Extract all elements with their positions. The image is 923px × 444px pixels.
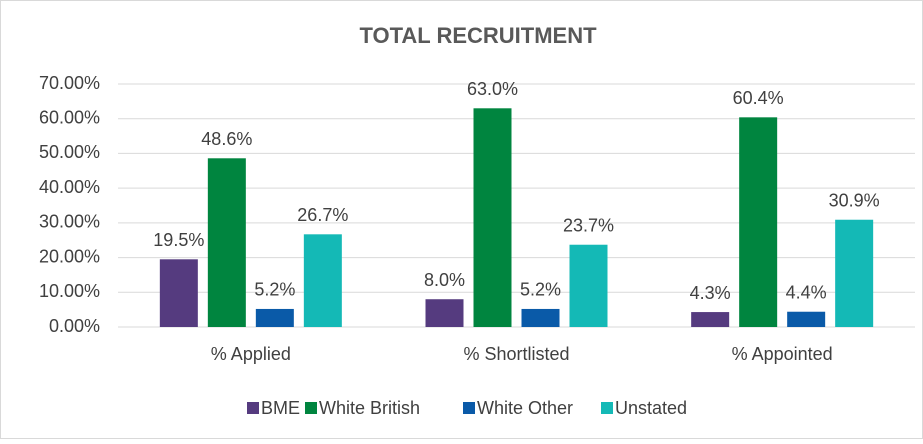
x-tick-label: % Shortlisted: [463, 344, 569, 364]
data-label: 63.0%: [467, 79, 518, 99]
data-label: 4.4%: [786, 282, 827, 302]
bar: [787, 311, 826, 327]
bar: [691, 312, 730, 327]
data-label: 5.2%: [254, 280, 295, 300]
legend-swatch: [463, 402, 475, 414]
legend-label: White Other: [477, 398, 573, 418]
bar: [739, 117, 778, 327]
bar: [303, 234, 342, 327]
bar: [473, 108, 512, 327]
legend-swatch: [601, 402, 613, 414]
bar: [425, 299, 464, 327]
legend-label: Unstated: [615, 398, 687, 418]
legend-label: BME: [261, 398, 300, 418]
data-label: 48.6%: [201, 129, 252, 149]
y-tick-label: 20.00%: [39, 246, 100, 266]
data-label: 23.7%: [563, 215, 614, 235]
legend-swatch: [247, 402, 259, 414]
bar: [159, 259, 198, 327]
x-tick-label: % Applied: [211, 344, 291, 364]
y-tick-label: 50.00%: [39, 142, 100, 162]
x-tick-label: % Appointed: [732, 344, 833, 364]
bar: [835, 219, 874, 327]
bar: [521, 308, 560, 327]
y-tick-label: 30.00%: [39, 212, 100, 232]
bar: [207, 158, 246, 327]
y-tick-label: 10.00%: [39, 281, 100, 301]
data-label: 5.2%: [520, 280, 561, 300]
data-label: 8.0%: [424, 270, 465, 290]
y-tick-label: 60.00%: [39, 107, 100, 127]
data-label: 30.9%: [829, 190, 880, 210]
data-label: 19.5%: [153, 230, 204, 250]
data-label: 60.4%: [733, 88, 784, 108]
bar: [569, 244, 608, 327]
y-tick-label: 0.00%: [49, 316, 100, 336]
data-label: 4.3%: [690, 283, 731, 303]
y-tick-label: 40.00%: [39, 177, 100, 197]
data-label: 26.7%: [297, 205, 348, 225]
legend-label: White British: [319, 398, 420, 418]
legend-swatch: [305, 402, 317, 414]
chart-title: TOTAL RECRUITMENT: [359, 23, 597, 48]
bar: [255, 308, 294, 327]
y-tick-label: 70.00%: [39, 73, 100, 93]
